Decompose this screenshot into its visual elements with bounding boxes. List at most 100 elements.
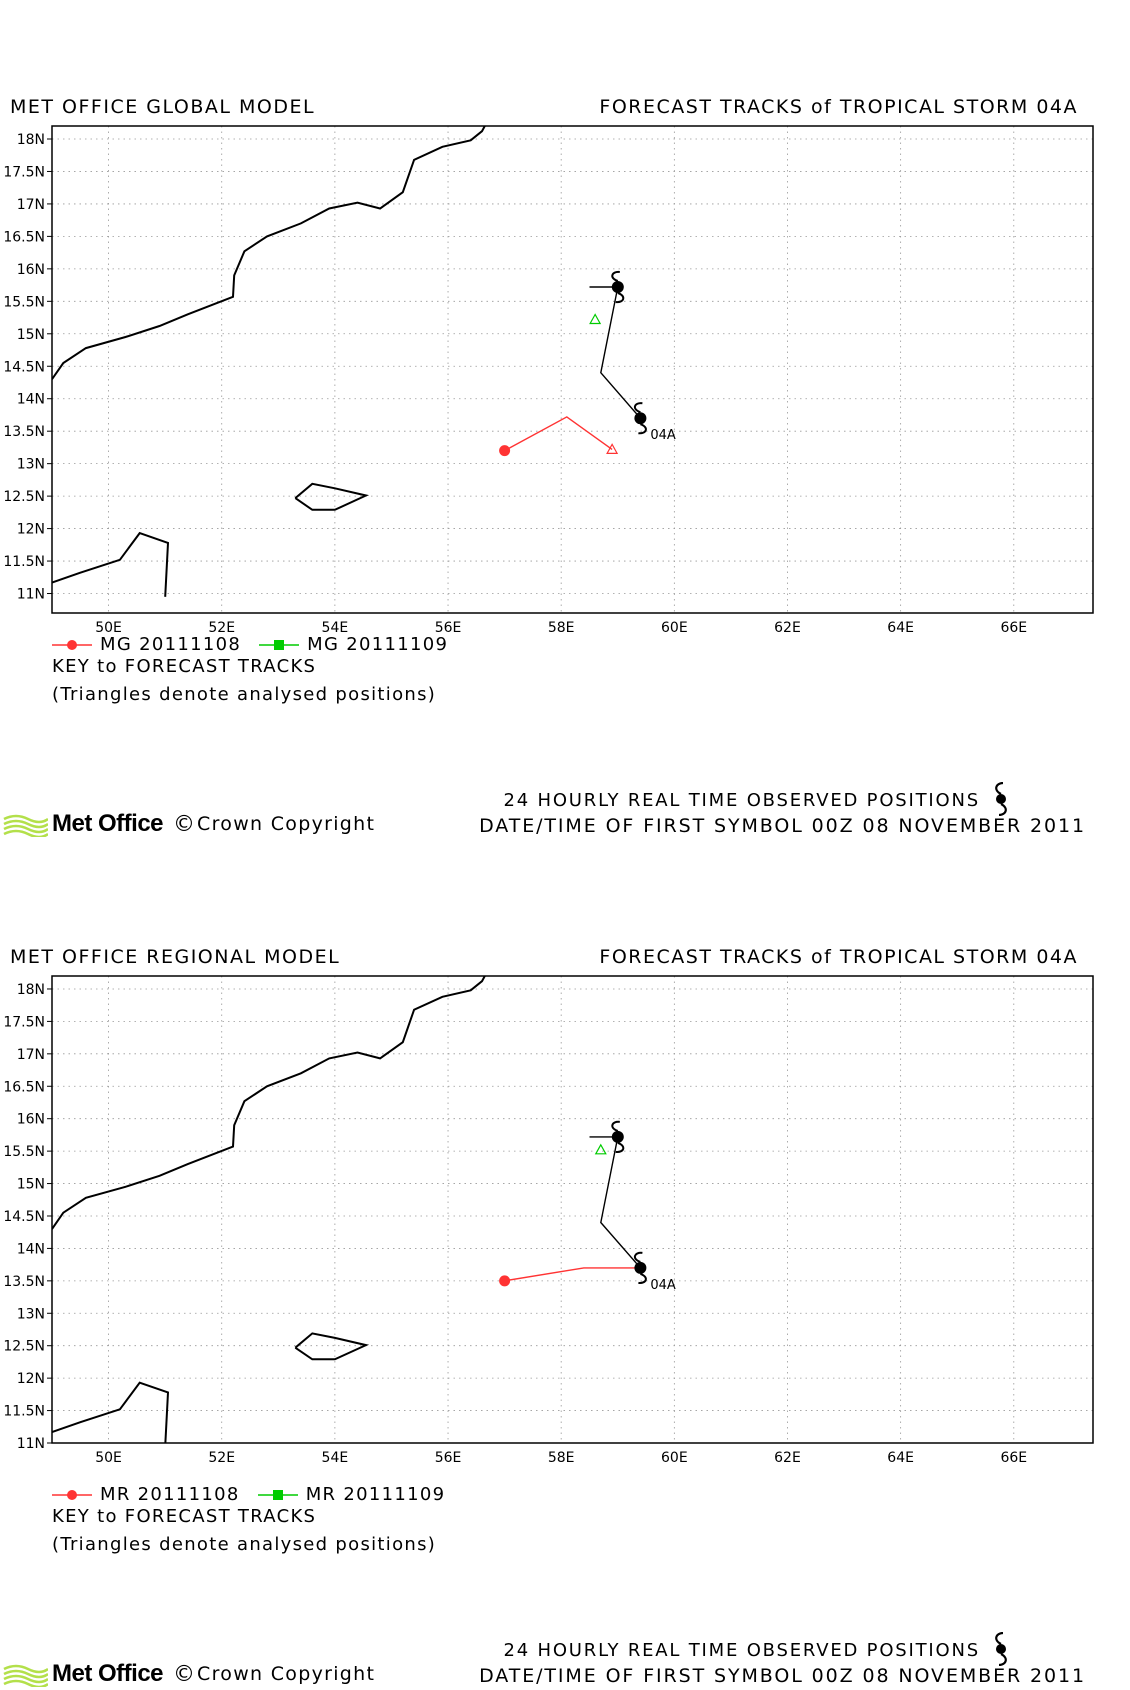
legend-square-marker-icon — [257, 1489, 298, 1500]
lon-tick-label: 52E — [208, 1450, 235, 1466]
lon-tick-label: 60E — [661, 620, 688, 636]
lon-tick-label: 50E — [95, 620, 122, 636]
coastline-group — [52, 976, 486, 1443]
copyright-symbol: © — [173, 1661, 196, 1687]
storm-symbol-core — [634, 1261, 647, 1274]
storm-symbol-arm — [633, 1251, 643, 1263]
lat-tick-label: 12N — [17, 1371, 45, 1387]
lat-tick-label: 15N — [17, 327, 45, 343]
forecast-track-line — [504, 416, 613, 452]
lat-tick-label: 12.5N — [3, 1339, 45, 1355]
observed-track-line — [589, 286, 641, 419]
lat-tick-label: 12.5N — [3, 489, 45, 505]
tropical-cyclone-icon — [633, 1251, 647, 1284]
storm-symbol-arm — [615, 1141, 625, 1153]
lon-tick-label: 54E — [322, 1450, 349, 1466]
observed-track-line — [589, 1136, 641, 1269]
tropical-cyclone-icon — [611, 270, 625, 304]
storm-id-label: 04A — [650, 428, 676, 443]
lat-tick-label: 11.5N — [3, 1404, 45, 1420]
triangle-note: (Triangles denote analysed positions) — [52, 1534, 437, 1555]
analysed-position-triangle — [606, 443, 619, 454]
legend-entry-0109: MG 20111109 — [259, 634, 448, 655]
lat-tick-label: 11N — [17, 587, 45, 603]
lon-tick-label: 66E — [1000, 1450, 1027, 1466]
lat-tick-label: 12N — [17, 522, 45, 538]
forecast-track-line — [504, 1267, 641, 1282]
coastline-socotra — [294, 1332, 370, 1361]
met-office-brand: Met Office © Crown Copyright — [2, 810, 375, 838]
legend-circle-marker-icon — [52, 639, 92, 650]
legend: MR 20111108 MR 20111109 — [52, 1484, 463, 1505]
lat-tick-label: 14.5N — [3, 1209, 45, 1225]
legend-entry-0109: MR 20111109 — [257, 1484, 446, 1505]
legend-circle-marker-icon — [52, 1489, 92, 1500]
lat-tick-label: 14N — [17, 392, 45, 408]
lon-tick-label: 56E — [435, 1450, 462, 1466]
first-symbol-date: DATE/TIME OF FIRST SYMBOL 00Z 08 NOVEMBE… — [479, 815, 1086, 837]
storm-symbol-arm — [611, 270, 620, 282]
analysed-position-triangle — [589, 313, 602, 325]
lon-tick-label: 66E — [1000, 620, 1027, 636]
lat-tick-label: 14N — [17, 1241, 45, 1257]
tropical-cyclone-icon — [995, 1632, 1007, 1666]
lat-tick-label: 16N — [17, 1112, 45, 1128]
lat-tick-label: 11.5N — [3, 554, 45, 570]
lat-tick-label: 14.5N — [3, 359, 45, 375]
storm-id-label: 04A — [650, 1278, 676, 1293]
legend-label: MR 20111109 — [305, 1484, 446, 1505]
lat-tick-label: 13.5N — [3, 1274, 45, 1290]
legend-entry-0108: MG 20111108 — [52, 634, 241, 655]
lon-tick-label: 50E — [95, 1450, 122, 1466]
met-office-logo-icon — [3, 1664, 48, 1687]
lon-tick-label: 58E — [548, 1450, 575, 1466]
legend-label: MR 20111108 — [100, 1484, 240, 1505]
panel-global-model: MET OFFICE GLOBAL MODEL FORECAST TRACKS … — [0, 0, 1130, 840]
copyright-text: Crown Copyright — [197, 1663, 376, 1685]
lat-tick-label: 16.5N — [3, 229, 45, 245]
key-label: KEY to FORECAST TRACKS — [52, 656, 317, 677]
coastline-arabia — [52, 976, 486, 1230]
lon-tick-label: 62E — [774, 620, 801, 636]
storm-symbol-core — [611, 1130, 624, 1143]
legend-square-marker-icon — [259, 639, 300, 650]
lat-tick-label: 11N — [17, 1436, 45, 1452]
legend-label: MG 20111108 — [100, 634, 242, 655]
tropical-cyclone-icon — [995, 782, 1007, 816]
brand-name: Met Office — [52, 1660, 164, 1687]
legend-entry-0108: MR 20111108 — [52, 1484, 240, 1505]
lat-tick-label: 17.5N — [3, 1014, 45, 1030]
coastline-arabia — [52, 126, 486, 380]
lat-tick-label: 13N — [17, 1306, 45, 1322]
panel-regional-model: MET OFFICE REGIONAL MODEL FORECAST TRACK… — [0, 850, 1130, 1690]
chart-title: FORECAST TRACKS of TROPICAL STORM 04A — [599, 96, 1078, 118]
lat-tick-label: 16N — [17, 262, 45, 278]
analysed-position-triangle — [594, 1143, 607, 1155]
track-map-global: 50E 52E 54E 56E 58E 60E 62E 64E 66E 11N 11.5N 12N 12… — [3, 125, 1094, 636]
forecast-start-marker — [499, 1275, 511, 1287]
storm-symbol-arm — [615, 292, 625, 304]
storm-symbol-core — [611, 281, 624, 293]
lat-tick-label: 18N — [17, 132, 45, 148]
lat-tick-label: 17N — [17, 1047, 45, 1063]
coastline-somalia — [52, 1381, 170, 1443]
lon-tick-label: 64E — [887, 1450, 914, 1466]
storm-symbol-arm — [638, 423, 647, 435]
lat-tick-label: 13.5N — [3, 424, 45, 440]
copyright-symbol: © — [173, 811, 196, 837]
lat-tick-label: 15.5N — [3, 1144, 45, 1160]
observed-positions-label: 24 HOURLY REAL TIME OBSERVED POSITIONS — [503, 1640, 980, 1661]
lon-tick-label: 60E — [661, 1450, 688, 1466]
lat-tick-label: 17N — [17, 197, 45, 213]
chart-title: FORECAST TRACKS of TROPICAL STORM 04A — [599, 946, 1078, 968]
legend-label: MG 20111109 — [307, 634, 449, 655]
storm-symbol-arm — [611, 1120, 620, 1132]
coastline-socotra — [294, 482, 370, 511]
lon-tick-label: 54E — [322, 620, 349, 636]
tropical-cyclone-icon — [633, 402, 647, 435]
lat-tick-label: 17.5N — [3, 164, 45, 180]
storm-symbol-arm — [633, 402, 643, 414]
lat-tick-label: 16.5N — [3, 1079, 45, 1095]
lat-tick-label: 15N — [17, 1177, 45, 1193]
met-office-brand: Met Office © Crown Copyright — [2, 1660, 375, 1688]
